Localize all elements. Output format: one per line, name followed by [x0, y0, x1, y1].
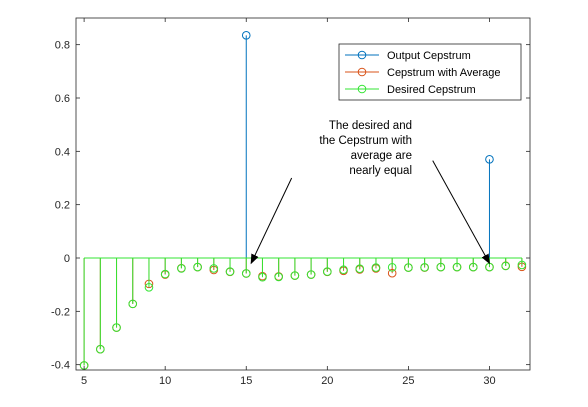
stem-marker — [323, 267, 332, 276]
annotation-layer: The desired and the Cepstrum with average … — [250, 120, 490, 265]
stem-marker — [517, 260, 527, 270]
annotation-text-line: The desired and — [329, 120, 412, 132]
stem-marker — [468, 262, 478, 272]
y-tick-label: -0.2 — [51, 306, 70, 318]
stem-marker — [209, 264, 219, 273]
legend-entry: Output Cepstrum — [345, 50, 471, 62]
annotation-arrow — [250, 177, 293, 265]
stem-marker — [485, 155, 494, 164]
legend-label: Output Cepstrum — [387, 50, 471, 62]
stem-marker — [274, 272, 283, 282]
stem-marker — [258, 272, 267, 282]
y-tick-label: 0.6 — [55, 93, 70, 105]
stem-marker — [128, 299, 138, 309]
plot-frame — [75, 17, 531, 371]
stem-marker — [420, 263, 429, 272]
stem-marker — [355, 264, 365, 273]
x-tick-label: 25 — [402, 375, 414, 387]
legend-marker — [357, 67, 367, 77]
stem-marker — [387, 268, 397, 278]
stem-marker — [387, 263, 397, 272]
series-2 — [79, 257, 527, 370]
stem-marker — [339, 265, 348, 275]
y-tick-label: 0.2 — [55, 200, 70, 212]
annotation-text-line: nearly equal — [349, 165, 412, 177]
x-tick-label: 20 — [321, 375, 333, 387]
y-tick-label: 0.4 — [55, 146, 70, 158]
legend-marker — [357, 50, 367, 60]
x-tick-label: 30 — [483, 375, 495, 387]
stems-layer — [79, 31, 527, 370]
y-tick-label: -0.4 — [51, 360, 70, 372]
stem-marker — [306, 270, 316, 279]
stem-marker — [193, 262, 202, 272]
legend-entry: Cepstrum with Average — [345, 67, 501, 79]
legend: Output Cepstrum Cepstrum with Average Desi… — [338, 43, 522, 101]
stem-marker — [436, 262, 446, 272]
y-tick-label: 0.8 — [55, 40, 70, 52]
stem-marker — [404, 263, 413, 272]
legend-entry: Desired Cepstrum — [345, 84, 476, 96]
legend-label: Cepstrum with Average — [387, 67, 501, 79]
stem-marker — [452, 262, 462, 272]
x-tick-label: 5 — [81, 375, 87, 387]
annotation-arrow — [432, 160, 490, 265]
stem-marker — [225, 267, 235, 276]
legend-label: Desired Cepstrum — [387, 84, 476, 96]
stem-marker — [371, 263, 381, 272]
stem-marker — [241, 269, 251, 278]
stem-marker — [112, 323, 121, 332]
stem-marker — [177, 264, 186, 273]
legend-marker — [357, 84, 367, 94]
x-tick-label: 15 — [240, 375, 252, 387]
axes-layer: 5 10 15 20 25 30 -0.4 -0.2 0 0.2 0.4 0.6 0.8 — [51, 17, 531, 387]
stem-marker — [501, 261, 510, 271]
annotation-text-line: the Cepstrum with — [319, 135, 412, 147]
stem-marker — [290, 271, 300, 280]
series-1 — [79, 257, 527, 370]
stem-marker — [160, 269, 170, 279]
stem-marker — [241, 31, 251, 40]
annotation-text-line: average are — [351, 150, 412, 162]
stem-marker — [96, 344, 105, 354]
stem-marker — [144, 283, 154, 292]
x-tick-label: 10 — [159, 375, 171, 387]
y-tick-label: 0 — [64, 253, 70, 265]
